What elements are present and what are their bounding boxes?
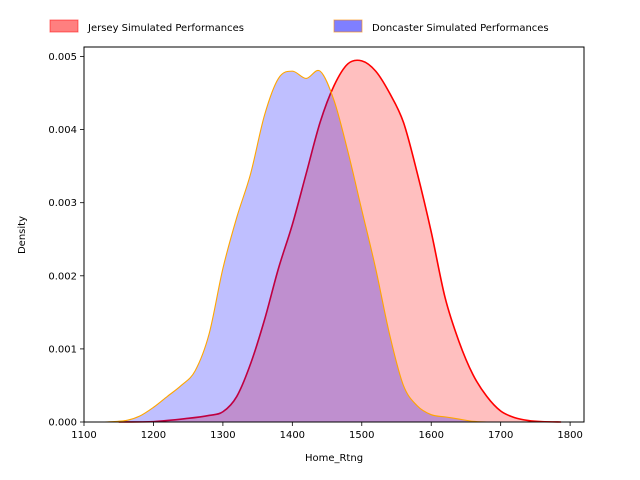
y-tick-label: 0.000 <box>48 418 77 429</box>
density-area-doncaster <box>104 70 487 422</box>
x-tick-label: 1800 <box>557 430 582 441</box>
density-area-jersey <box>118 60 562 422</box>
legend-swatch-jersey <box>49 19 79 33</box>
x-tick-label: 1500 <box>349 430 374 441</box>
y-tick-label: 0.001 <box>48 344 77 355</box>
y-tick-label: 0.003 <box>48 198 77 209</box>
plot-area <box>104 59 562 423</box>
y-tick-label: 0.004 <box>48 125 77 136</box>
density-line-jersey <box>118 59 562 423</box>
legend-swatch-doncaster <box>333 19 363 33</box>
x-tick-label: 1600 <box>418 430 443 441</box>
y-axis: 0.000 0.001 0.002 0.003 0.004 0.005 <box>48 52 84 429</box>
x-axis: 1100 1200 1300 1400 1500 1600 1700 1800 <box>71 422 583 441</box>
density-line-doncaster <box>104 69 487 423</box>
legend-label-jersey: Jersey Simulated Performances <box>87 23 244 34</box>
x-tick-label: 1200 <box>141 430 166 441</box>
x-tick-label: 1100 <box>71 430 96 441</box>
x-tick-label: 1300 <box>210 430 235 441</box>
plot-frame <box>83 46 585 423</box>
legend-label-doncaster: Doncaster Simulated Performances <box>372 23 549 34</box>
y-tick-label: 0.005 <box>48 52 77 63</box>
y-tick-label: 0.002 <box>48 271 77 282</box>
x-tick-label: 1700 <box>488 430 513 441</box>
x-axis-label: Home_Rtng <box>305 453 363 464</box>
y-axis-label: Density <box>17 216 28 254</box>
legend: Jersey Simulated Performances Doncaster … <box>49 19 549 34</box>
x-tick-label: 1400 <box>280 430 305 441</box>
